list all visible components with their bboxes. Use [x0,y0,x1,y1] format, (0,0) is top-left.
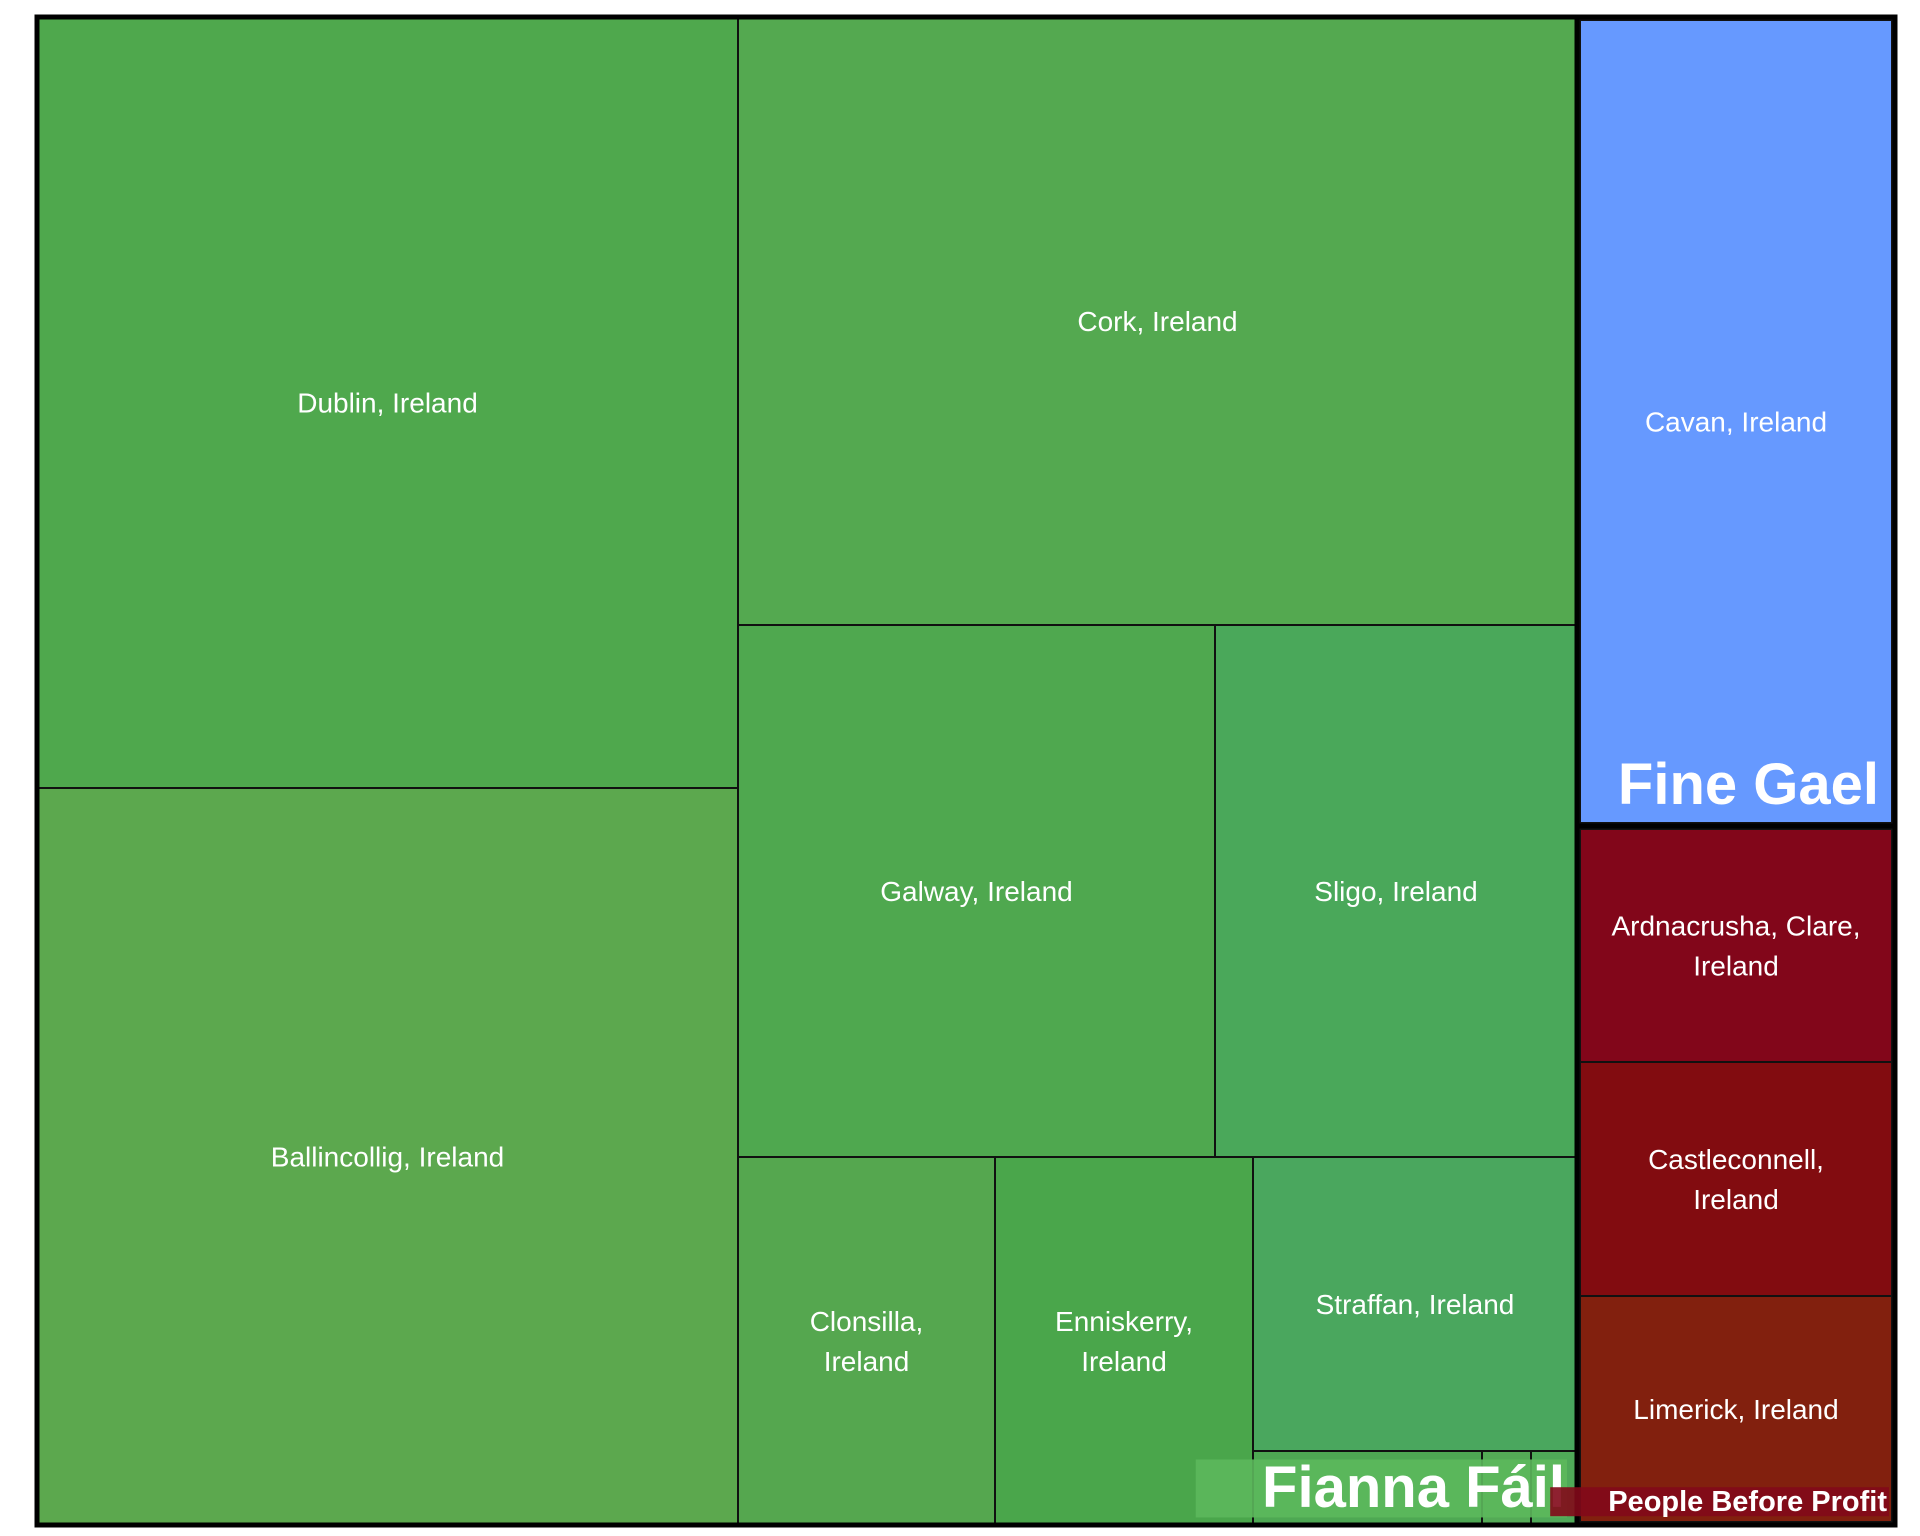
cell-label: Limerick, Ireland [1633,1394,1838,1425]
treemap-cell [1252,1156,1578,1452]
cell-label: Cavan, Ireland [1645,407,1827,438]
cell-label: Castleconnell, Ireland [1648,1144,1824,1215]
cell-label: Ballincollig, Ireland [271,1142,504,1173]
treemap-cell [36,787,739,1526]
treemap-cell [737,1156,996,1526]
treemap-leaves: Dublin, Ireland Ballincollig, Ireland Cork… [36,16,1893,1526]
treemap-cell [737,624,1216,1158]
treemap-cell [1214,624,1578,1158]
cell-label: Straffan, Ireland [1316,1289,1515,1320]
treemap-cell [1579,19,1893,824]
cell-label: Sligo, Ireland [1314,876,1477,907]
treemap-outer-border [34,14,1898,1528]
cell-label: Clonsilla, Ireland [810,1306,924,1377]
cell-label: Galway, Ireland [880,876,1072,907]
treemap-cell [36,16,739,789]
treemap-group-labels: Fianna Fáil Fine Gael People Before Profit [1195,752,1889,1520]
group-label-background [1550,1487,1889,1517]
cell-label: Cork, Ireland [1077,306,1237,337]
cell-label: Enniskerry, Ireland [1055,1306,1193,1377]
treemap-cell [1579,1061,1893,1297]
group-label-background [1195,1459,1567,1518]
group-label: Fine Gael [1618,752,1879,817]
cell-label: Dublin, Ireland [297,388,478,419]
group-label: Fianna Fáil [1262,1455,1565,1520]
cell-label: Ardnacrusha, Clare, Ireland [1611,911,1860,982]
treemap-cell [1579,828,1893,1063]
treemap-cell [1579,1295,1893,1523]
group-label: People Before Profit [1608,1486,1887,1518]
